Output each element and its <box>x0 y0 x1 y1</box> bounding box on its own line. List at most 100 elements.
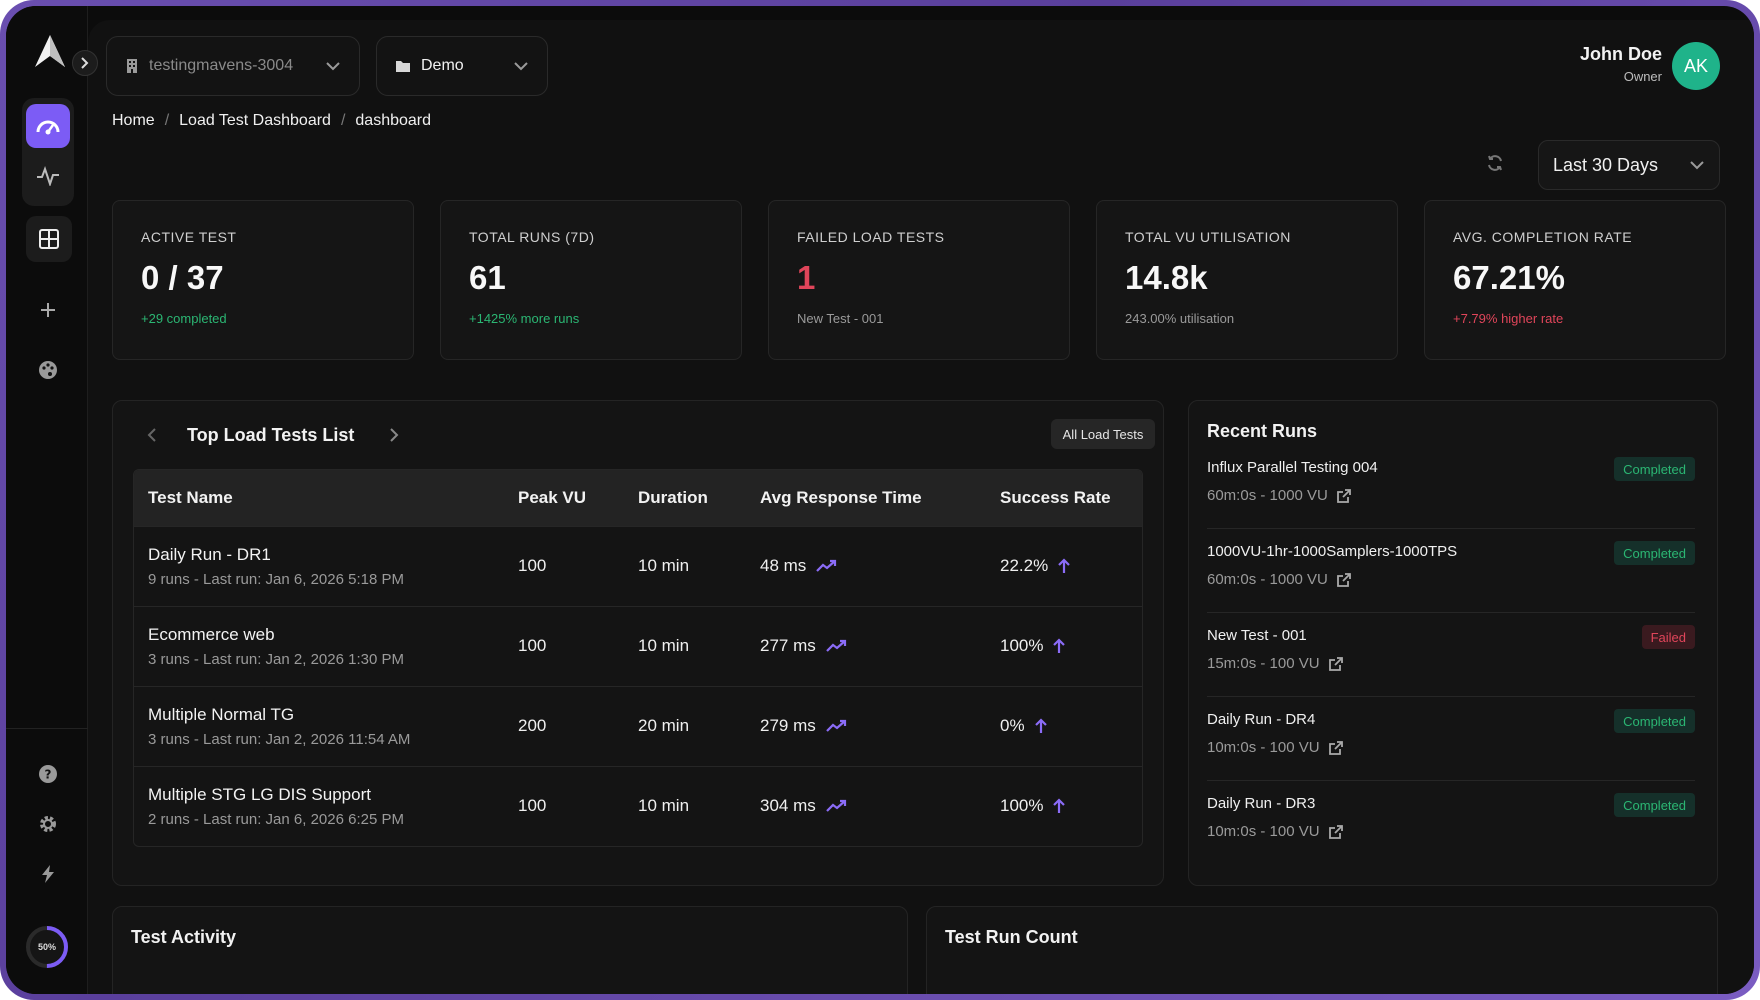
help-button[interactable]: ? <box>26 752 70 796</box>
run-meta: 60m:0s - 1000 VU <box>1207 571 1328 588</box>
test-meta: 3 runs - Last run: Jan 2, 2026 11:54 AM <box>148 730 411 748</box>
sidebar-divider <box>6 728 88 729</box>
test-name[interactable]: Multiple STG LG DIS Support <box>148 784 371 804</box>
prev-list-button[interactable] <box>147 427 157 448</box>
external-link-icon[interactable] <box>1328 656 1344 672</box>
nav-tests-button[interactable] <box>26 216 72 262</box>
chevron-down-icon <box>326 62 340 71</box>
folder-icon <box>396 61 410 72</box>
list-item[interactable]: 1000VU-1hr-1000Samplers-1000TPS 60m:0s -… <box>1207 529 1695 613</box>
table-row[interactable]: Multiple STG LG DIS Support 2 runs - Last… <box>134 765 1142 846</box>
stat-value: 1 <box>797 259 816 296</box>
avg-response: 48 ms <box>760 556 807 575</box>
list-item[interactable]: Daily Run - DR3 10m:0s - 100 VU Complete… <box>1207 781 1695 865</box>
refresh-button[interactable] <box>1486 154 1504 177</box>
date-range-select[interactable]: Last 30 Days <box>1538 140 1720 190</box>
nav-theme-button[interactable] <box>26 348 70 392</box>
list-item[interactable]: New Test - 001 15m:0s - 100 VU Failed <box>1207 613 1695 697</box>
usage-progress-label: 50% <box>37 942 56 952</box>
col-success-rate[interactable]: Success Rate <box>1000 487 1111 507</box>
run-name[interactable]: New Test - 001 <box>1207 627 1307 644</box>
stat-card-total-runs: TOTAL RUNS (7D) 61 +1425% more runs <box>440 200 742 360</box>
gauge-icon <box>36 120 60 135</box>
list-item[interactable]: Daily Run - DR4 10m:0s - 100 VU Complete… <box>1207 697 1695 781</box>
avatar[interactable]: AK <box>1672 42 1720 90</box>
stat-label: AVG. COMPLETION RATE <box>1453 229 1633 245</box>
run-name[interactable]: 1000VU-1hr-1000Samplers-1000TPS <box>1207 543 1458 560</box>
table-header-row: Test Name Peak VU Duration Avg Response … <box>134 470 1142 526</box>
stat-label: TOTAL RUNS (7D) <box>469 229 595 245</box>
user-info[interactable]: John Doe Owner <box>1580 44 1662 84</box>
external-link-icon[interactable] <box>1328 824 1344 840</box>
app-screen: ? 50% <box>6 6 1754 994</box>
palette-icon <box>39 361 57 379</box>
stat-sub: +1425% more runs <box>469 311 580 326</box>
breadcrumb-current: dashboard <box>355 112 432 129</box>
stat-value: 0 / 37 <box>141 259 224 296</box>
stat-card-active-test: ACTIVE TEST 0 / 37 +29 completed <box>112 200 414 360</box>
stat-value: 67.21% <box>1453 259 1565 296</box>
duration: 20 min <box>624 685 746 766</box>
avg-response: 277 ms <box>760 636 816 655</box>
external-link-icon[interactable] <box>1336 572 1352 588</box>
stat-value: 14.8k <box>1125 259 1208 296</box>
breadcrumb-separator: / <box>340 112 346 129</box>
top-tests-title: Top Load Tests List <box>187 425 355 445</box>
external-link-icon[interactable] <box>1336 488 1352 504</box>
col-peak-vu[interactable]: Peak VU <box>518 487 587 507</box>
list-item[interactable]: Influx Parallel Testing 004 60m:0s - 100… <box>1207 445 1695 529</box>
run-name[interactable]: Daily Run - DR3 <box>1207 795 1316 812</box>
test-meta: 9 runs - Last run: Jan 6, 2026 5:18 PM <box>148 570 404 588</box>
table-row[interactable]: Daily Run - DR1 9 runs - Last run: Jan 6,… <box>134 525 1142 606</box>
chevron-right-icon <box>81 57 89 69</box>
all-load-tests-button[interactable]: All Load Tests <box>1051 419 1155 449</box>
run-meta-row: 15m:0s - 100 VU <box>1207 655 1344 672</box>
col-avg-response[interactable]: Avg Response Time <box>760 487 922 507</box>
test-name[interactable]: Daily Run - DR1 <box>148 544 271 564</box>
project-select[interactable]: Demo <box>376 36 548 96</box>
nav-group-monitoring <box>22 98 74 206</box>
test-name[interactable]: Ecommerce web <box>148 624 275 644</box>
duration: 10 min <box>624 525 746 606</box>
external-link-icon[interactable] <box>1328 740 1344 756</box>
svg-text:?: ? <box>45 768 52 782</box>
stat-sub: 243.00% utilisation <box>1125 311 1235 326</box>
status-badge: Failed <box>1641 625 1695 649</box>
user-name: John Doe <box>1579 44 1662 64</box>
stat-sub: New Test - 001 <box>797 311 884 326</box>
test-name[interactable]: Multiple Normal TG <box>148 704 295 724</box>
peak-vu: 200 <box>504 685 624 766</box>
stat-value: 61 <box>469 259 506 296</box>
run-name[interactable]: Influx Parallel Testing 004 <box>1207 459 1378 476</box>
breadcrumb-load-test-dashboard[interactable]: Load Test Dashboard <box>179 112 331 129</box>
avg-response: 279 ms <box>760 716 816 735</box>
workspace-select[interactable]: testingmavens-3004 <box>106 36 360 96</box>
arrow-up-icon <box>1053 798 1066 814</box>
status-badge: Completed <box>1614 541 1695 565</box>
test-run-count-title: Test Run Count <box>945 927 1078 947</box>
settings-button[interactable] <box>26 802 70 846</box>
sidebar-expand-button[interactable] <box>72 50 98 76</box>
next-list-button[interactable] <box>389 427 399 448</box>
table-row[interactable]: Multiple Normal TG 3 runs - Last run: Jan… <box>134 685 1142 766</box>
usage-progress-ring[interactable] <box>24 924 70 970</box>
date-range-value: Last 30 Days <box>1553 154 1659 175</box>
nav-dashboard-button[interactable] <box>26 104 70 148</box>
col-duration[interactable]: Duration <box>638 487 708 507</box>
quick-action-button[interactable] <box>26 852 70 896</box>
table-row[interactable]: Ecommerce web 3 runs - Last run: Jan 2, 2… <box>134 605 1142 686</box>
nav-create-button[interactable] <box>26 288 70 332</box>
arrow-up-icon <box>1034 718 1047 733</box>
nav-activity-button[interactable] <box>26 154 70 198</box>
arrow-up-icon <box>1053 638 1066 653</box>
peak-vu: 100 <box>504 605 624 686</box>
run-name[interactable]: Daily Run - DR4 <box>1207 711 1316 728</box>
gear-icon <box>40 816 56 832</box>
trend-up-icon <box>825 639 846 652</box>
run-meta: 15m:0s - 100 VU <box>1207 655 1320 672</box>
chevron-right-icon <box>390 428 399 442</box>
col-test-name[interactable]: Test Name <box>148 487 233 507</box>
breadcrumb-home[interactable]: Home <box>112 112 155 129</box>
chevron-down-icon <box>514 62 528 71</box>
logo-icon[interactable] <box>34 34 66 68</box>
